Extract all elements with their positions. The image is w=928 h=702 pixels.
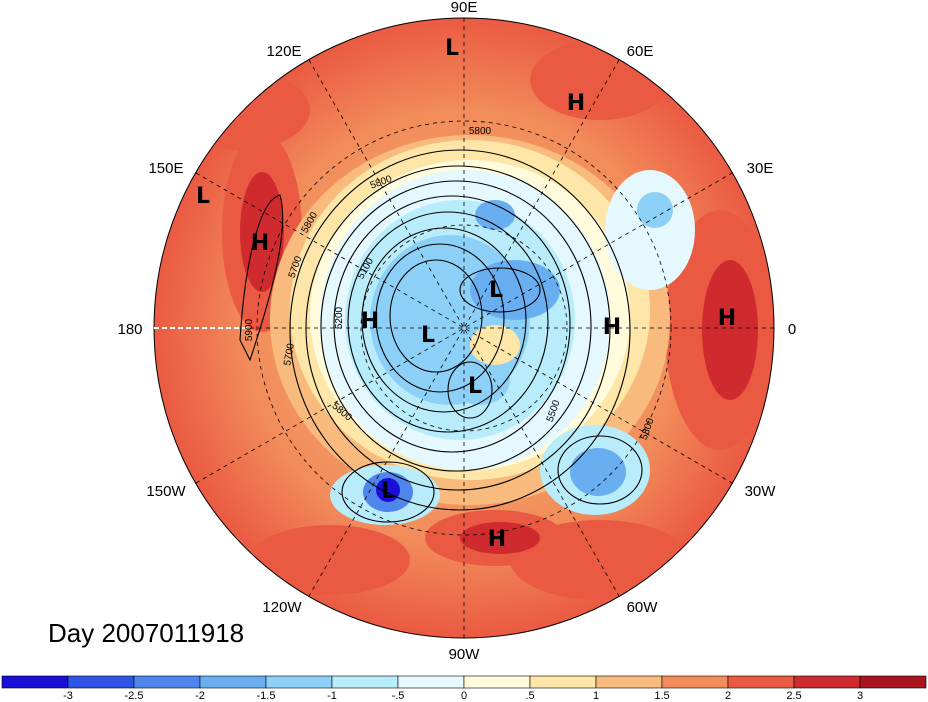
lon-label-90e: 90E <box>451 0 478 16</box>
colorbar-swatch <box>793 675 861 689</box>
colorbar: -3 -2.5 -2 -1.5 -1 -.5 0 .5 1 1.5 2 2.5 3 <box>1 675 927 702</box>
high-center-marker: H <box>488 527 506 552</box>
colorbar-tick-label: -2 <box>195 690 205 702</box>
colorbar-swatch <box>397 675 465 689</box>
colorbar-tick-label: 1 <box>593 690 599 702</box>
low-center-marker: L <box>445 36 459 61</box>
lon-label-150e: 150E <box>148 160 183 177</box>
low-center-marker: L <box>489 278 503 303</box>
lon-label-180: 180 <box>117 321 142 338</box>
pressure-centers: L H L H H H H H L L L L H <box>196 36 736 552</box>
lon-label-90w: 90W <box>449 646 481 663</box>
low-center-marker: L <box>196 184 210 209</box>
high-center-marker: H <box>251 231 269 256</box>
lon-label-30w: 30W <box>745 483 777 500</box>
contour-label: 5700 <box>282 342 297 366</box>
longitude-labels: 90E 120E 60E 150E 30E 180 0 150W 30W 120… <box>117 0 796 663</box>
lon-label-120w: 120W <box>262 599 302 616</box>
high-center-marker: H <box>361 309 379 334</box>
high-center-marker: H <box>567 91 585 116</box>
colorbar-swatch <box>67 675 135 689</box>
colorbar-tick-label: 2 <box>725 690 731 702</box>
colorbar-tick-label: -2.5 <box>125 690 144 702</box>
colorbar-swatch <box>727 675 795 689</box>
high-center-marker: H <box>603 315 621 340</box>
colorbar-swatch <box>463 675 531 689</box>
high-center-marker: H <box>718 306 736 331</box>
colorbar-tick-label: -1 <box>327 690 337 702</box>
low-center-marker: L <box>468 374 482 399</box>
height-contours <box>239 149 643 523</box>
colorbar-tick-label: 0 <box>461 690 467 702</box>
lon-label-150w: 150W <box>146 483 186 500</box>
colorbar-swatch <box>1 675 69 689</box>
low-center-marker: L <box>381 479 395 504</box>
colorbar-swatch <box>595 675 663 689</box>
contour-label: 5200 <box>334 306 345 329</box>
colorbar-swatch <box>331 675 399 689</box>
contour-label: 5800 <box>469 126 492 137</box>
colorbar-tick-label: .5 <box>525 690 534 702</box>
lon-label-60w: 60W <box>627 599 659 616</box>
colorbar-tick-label: 1.5 <box>654 690 669 702</box>
contour-label: 5900 <box>244 318 255 341</box>
lon-label-60e: 60E <box>627 43 654 60</box>
colorbar-tick-label: -.5 <box>392 690 405 702</box>
colorbar-tick-label: -1.5 <box>257 690 276 702</box>
colorbar-swatch <box>133 675 201 689</box>
graticule <box>154 18 774 638</box>
low-center-marker: L <box>421 323 435 348</box>
colorbar-swatch <box>529 675 597 689</box>
colorbar-tick-label: -3 <box>63 690 73 702</box>
colorbar-swatch <box>859 675 927 689</box>
colorbar-swatch <box>199 675 267 689</box>
lon-label-120e: 120E <box>266 43 301 60</box>
colorbar-swatch <box>661 675 729 689</box>
colorbar-swatch <box>265 675 333 689</box>
lon-label-0: 0 <box>788 321 796 338</box>
map-title: Day 2007011918 <box>48 618 245 648</box>
colorbar-tick-label: 3 <box>857 690 863 702</box>
colorbar-tick-label: 2.5 <box>786 690 801 702</box>
lon-label-30e: 30E <box>747 160 774 177</box>
